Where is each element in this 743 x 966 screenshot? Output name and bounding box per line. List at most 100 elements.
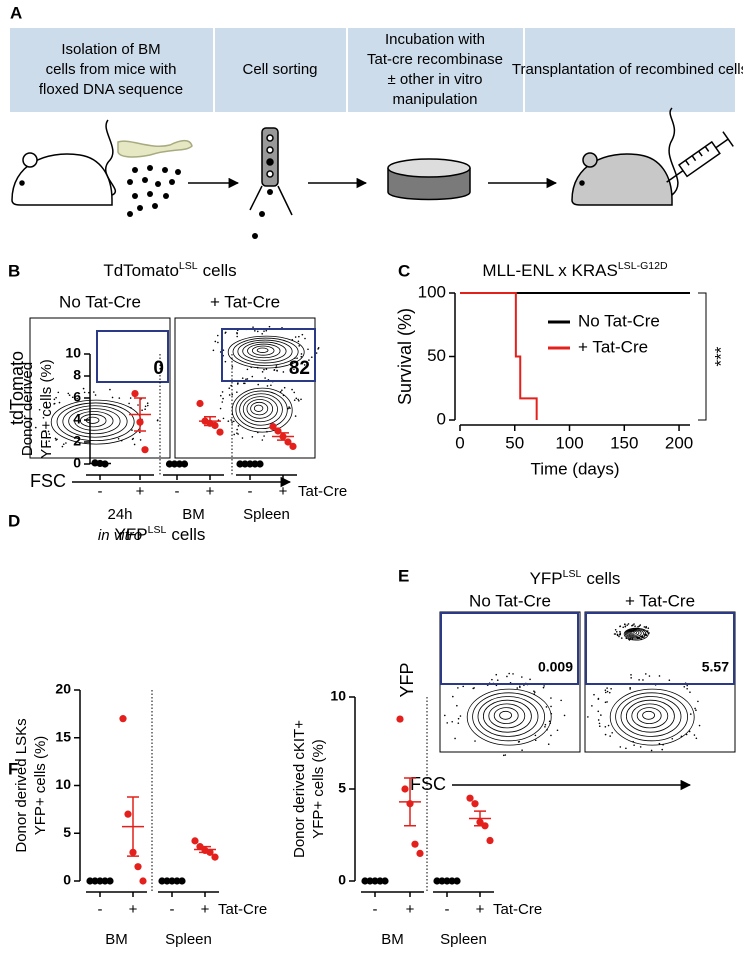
- x-tick-label: +: [406, 901, 415, 918]
- panel-label: C: [398, 261, 410, 280]
- event-dot: [55, 396, 57, 399]
- error-bar: [204, 415, 216, 427]
- contour: [232, 337, 299, 366]
- event-dot: [604, 691, 607, 694]
- event-dot: [221, 391, 224, 393]
- y-tick-label: 4: [73, 411, 81, 427]
- event-dot: [560, 699, 562, 702]
- x-axis-label: FSC: [30, 471, 66, 491]
- event-dot: [604, 733, 607, 736]
- event-dot: [254, 330, 256, 332]
- event-dot: [293, 399, 296, 401]
- x-tick-label: +: [206, 483, 215, 500]
- panel-title: MLL-ENL x KRASLSL-G12D: [482, 260, 668, 281]
- event-dot: [548, 720, 551, 723]
- event-dot: [550, 734, 552, 737]
- event-dot: [619, 633, 622, 636]
- event-dot: [129, 397, 132, 399]
- workflow-boxes: [10, 28, 735, 112]
- event-dot: [257, 383, 260, 386]
- y-axis-label: tdTomato: [7, 351, 27, 425]
- event-dot: [534, 739, 537, 742]
- y-tick-label: 10: [330, 688, 346, 704]
- event-dot: [293, 391, 296, 394]
- event-dot: [71, 396, 74, 399]
- contour: [256, 347, 269, 353]
- event-dot: [623, 623, 626, 626]
- y-axis-label: YFP+ cells (%): [38, 359, 55, 459]
- event-dot: [600, 714, 602, 716]
- event-dot: [231, 393, 234, 396]
- event-dot: [694, 707, 696, 710]
- event-dot: [268, 325, 271, 328]
- event-dot: [252, 326, 254, 328]
- plot-frame: [29, 317, 171, 459]
- x-tick-label: +: [201, 901, 210, 918]
- event-dot: [518, 740, 521, 743]
- contour: [628, 629, 640, 636]
- event-dot: [303, 364, 306, 366]
- event-dot: [619, 630, 621, 633]
- event-dot: [529, 678, 531, 681]
- event-dot: [94, 394, 97, 396]
- error-bar: [404, 777, 416, 827]
- event-dot: [604, 689, 607, 692]
- step-box: [525, 28, 735, 112]
- y-tick-label: 8: [73, 367, 81, 383]
- event-dot: [508, 672, 510, 675]
- event-dot: [298, 345, 301, 347]
- event-dot: [591, 705, 593, 707]
- event-dot: [534, 691, 536, 693]
- event-dot: [293, 368, 295, 370]
- event-dot: [241, 437, 244, 439]
- event-dot: [606, 701, 608, 703]
- contour: [615, 692, 688, 742]
- event-dot: [315, 352, 318, 354]
- event-dot: [506, 675, 508, 678]
- event-dot: [472, 687, 475, 690]
- x-tick-label: -: [175, 483, 180, 500]
- event-dot: [693, 734, 696, 736]
- x-tick-label: -: [373, 901, 378, 918]
- event-dot: [244, 382, 246, 385]
- x-tick-label: -: [248, 483, 253, 500]
- event-dot: [38, 408, 41, 411]
- contour: [79, 413, 107, 428]
- contour: [627, 629, 642, 638]
- event-dot: [216, 334, 219, 337]
- y-tick-label: 0: [63, 872, 71, 888]
- condition-label: No Tat-Cre: [59, 292, 141, 311]
- panel-label: D: [8, 511, 20, 530]
- event-dot: [658, 675, 661, 677]
- event-dot: [607, 724, 610, 727]
- x-tick-label: -: [170, 901, 175, 918]
- gate-value: 0: [153, 358, 164, 379]
- x-tick-label: 0: [455, 433, 464, 452]
- event-dot: [273, 369, 276, 371]
- survival-line: [460, 292, 538, 420]
- event-dot: [633, 744, 635, 746]
- event-dot: [688, 730, 691, 733]
- contour: [247, 343, 281, 359]
- contour: [488, 703, 526, 729]
- event-dot: [502, 754, 505, 757]
- step-text: cells from mice with: [46, 61, 177, 78]
- event-dot: [597, 710, 600, 713]
- event-dot: [619, 625, 621, 628]
- title-text: YFP: [115, 525, 148, 544]
- event-dot: [616, 633, 619, 636]
- group-label: Spleen: [243, 506, 290, 523]
- data-point: [134, 863, 142, 871]
- event-dot: [79, 442, 81, 445]
- event-dot: [689, 713, 692, 715]
- event-dot: [246, 368, 249, 371]
- contour: [477, 696, 539, 737]
- event-dot: [626, 624, 629, 626]
- event-dot: [462, 685, 465, 688]
- y-tick-label: 5: [63, 824, 71, 840]
- event-dot: [227, 420, 230, 422]
- event-dot: [236, 391, 238, 393]
- event-dot: [444, 714, 446, 717]
- event-dot: [685, 733, 688, 736]
